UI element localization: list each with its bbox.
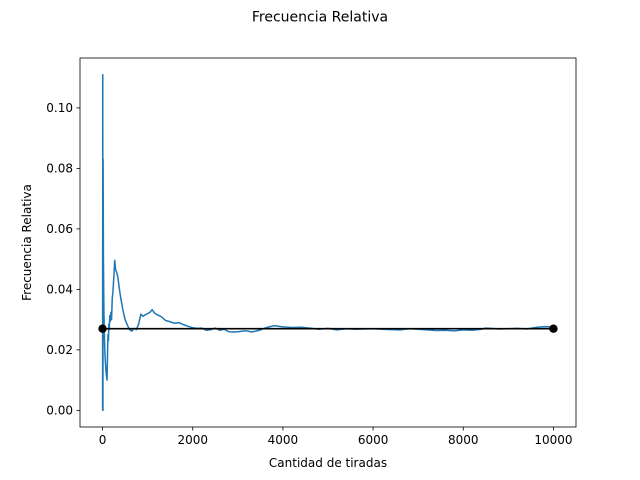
y-axis-ticks: 0.00 0.02 0.04 0.06 0.08 0.10: [46, 101, 80, 418]
series-2-point: [549, 324, 558, 333]
plot-frame: [79, 57, 577, 428]
y-tick-label: 0.00: [46, 404, 73, 418]
y-tick-label: 0.06: [46, 222, 73, 236]
chart-title: Frecuencia Relativa: [252, 10, 388, 26]
x-tick-label: 0: [99, 433, 107, 447]
plot-marks: [98, 73, 558, 412]
series-2-point: [98, 324, 107, 333]
x-tick-label: 8000: [448, 433, 479, 447]
x-axis-ticks: 0 2000 4000 6000 8000 10000: [99, 427, 573, 447]
y-tick-label: 0.04: [46, 283, 73, 297]
y-axis-label: Frecuencia Relativa: [20, 184, 34, 301]
y-tick-label: 0.08: [46, 162, 73, 176]
x-tick-label: 6000: [358, 433, 389, 447]
x-axis-label: Cantidad de tiradas: [269, 456, 387, 470]
x-tick-label: 10000: [534, 433, 572, 447]
x-tick-label: 4000: [268, 433, 299, 447]
y-tick-label: 0.10: [46, 101, 73, 115]
plot-area: [80, 58, 576, 427]
x-tick-label: 2000: [177, 433, 208, 447]
y-tick-label: 0.02: [46, 343, 73, 357]
